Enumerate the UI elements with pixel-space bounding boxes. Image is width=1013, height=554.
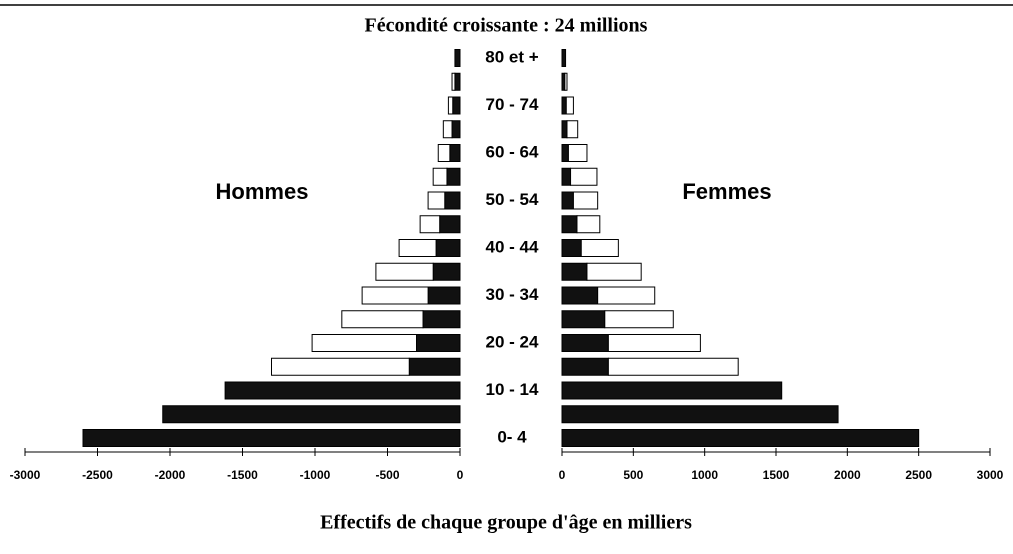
- bar-segment: [565, 96, 574, 115]
- bar-segment: [416, 334, 461, 352]
- age-label: 40 - 44: [486, 237, 539, 256]
- bar-segment: [561, 144, 569, 162]
- bar-segment: [564, 72, 568, 91]
- age-label: 30 - 34: [486, 285, 539, 304]
- bar-segment: [446, 167, 461, 186]
- x-tick-label: -500: [375, 468, 399, 482]
- bar-segment: [451, 120, 461, 139]
- bar-segment: [271, 357, 410, 376]
- bar-segment: [82, 429, 461, 447]
- bar-segment: [408, 357, 461, 376]
- x-tick-label: 0: [559, 468, 566, 482]
- bar-segment: [604, 310, 674, 329]
- bar-segment: [162, 405, 461, 424]
- x-tick-label: 1500: [763, 468, 790, 482]
- panel-title: Femmes: [682, 179, 771, 204]
- age-label: 50 - 54: [486, 190, 539, 209]
- x-tick-label: 0: [457, 468, 464, 482]
- x-tick-label: -3000: [10, 468, 41, 482]
- bar-segment: [561, 310, 606, 329]
- bar-segment: [444, 191, 461, 210]
- bar-segment: [454, 72, 461, 91]
- bar-segment: [580, 239, 619, 257]
- bar-segment: [439, 215, 461, 234]
- bar-segment: [561, 239, 582, 257]
- bar-segment: [561, 381, 783, 400]
- bar-segment: [432, 262, 461, 281]
- x-tick-label: 2500: [905, 468, 932, 482]
- bar-segment: [361, 286, 429, 305]
- bar-segment: [561, 405, 839, 424]
- bar-segment: [427, 191, 446, 210]
- bar-segment: [341, 310, 424, 329]
- x-tick-label: -2000: [155, 468, 186, 482]
- bar-segment: [561, 262, 588, 281]
- bar-segment: [576, 215, 601, 234]
- bar-segment: [607, 357, 739, 376]
- bar-segment: [454, 49, 461, 67]
- x-tick-label: 500: [623, 468, 643, 482]
- bar-segment: [311, 334, 418, 352]
- bar-segment: [435, 239, 461, 257]
- bar-segment: [224, 381, 461, 400]
- bar-segment: [447, 96, 454, 115]
- bar-segment: [451, 72, 456, 91]
- bar-segment: [442, 120, 453, 139]
- age-label: 20 - 24: [486, 332, 539, 351]
- bar-segment: [422, 310, 461, 329]
- bar-segment: [572, 191, 599, 210]
- bar-segment: [419, 215, 441, 234]
- bar-segment: [566, 120, 579, 139]
- bar-segment: [561, 215, 578, 234]
- bar-segment: [427, 286, 461, 305]
- bar-segment: [561, 191, 574, 210]
- bar-segment: [586, 262, 642, 281]
- bar-segment: [449, 144, 461, 162]
- bar-segment: [561, 167, 572, 186]
- bar-segment: [561, 120, 568, 139]
- chart-title: Fécondité croissante : 24 millions: [365, 15, 648, 37]
- bar-segment: [561, 286, 599, 305]
- bar-segment: [437, 144, 451, 162]
- bar-segment: [432, 167, 448, 186]
- age-label: 10 - 14: [486, 380, 539, 399]
- bar-segment: [561, 429, 920, 447]
- x-axis-label: Effectifs de chaque groupe d'âge en mill…: [320, 512, 692, 534]
- bar-segment: [561, 96, 567, 115]
- bar-segment: [375, 262, 434, 281]
- bar-segment: [561, 357, 609, 376]
- bar-segment: [570, 167, 598, 186]
- bar-segment: [561, 334, 609, 352]
- x-tick-label: 2000: [834, 468, 861, 482]
- x-tick-label: 1000: [691, 468, 718, 482]
- bar-segment: [398, 239, 437, 257]
- x-tick-label: -1500: [227, 468, 258, 482]
- panel-title: Hommes: [216, 179, 309, 204]
- x-tick-label: -1000: [300, 468, 331, 482]
- age-label: 60 - 64: [486, 142, 539, 161]
- bar-segment: [561, 49, 567, 67]
- bar-segment: [607, 334, 701, 352]
- x-tick-label: -2500: [82, 468, 113, 482]
- bar-segment: [452, 96, 461, 115]
- bar-segment: [597, 286, 656, 305]
- age-label: 80 et +: [485, 47, 538, 66]
- x-tick-label: 3000: [977, 468, 1004, 482]
- bar-segment: [567, 144, 588, 162]
- age-label: 70 - 74: [486, 95, 539, 114]
- age-label: 0- 4: [497, 427, 527, 446]
